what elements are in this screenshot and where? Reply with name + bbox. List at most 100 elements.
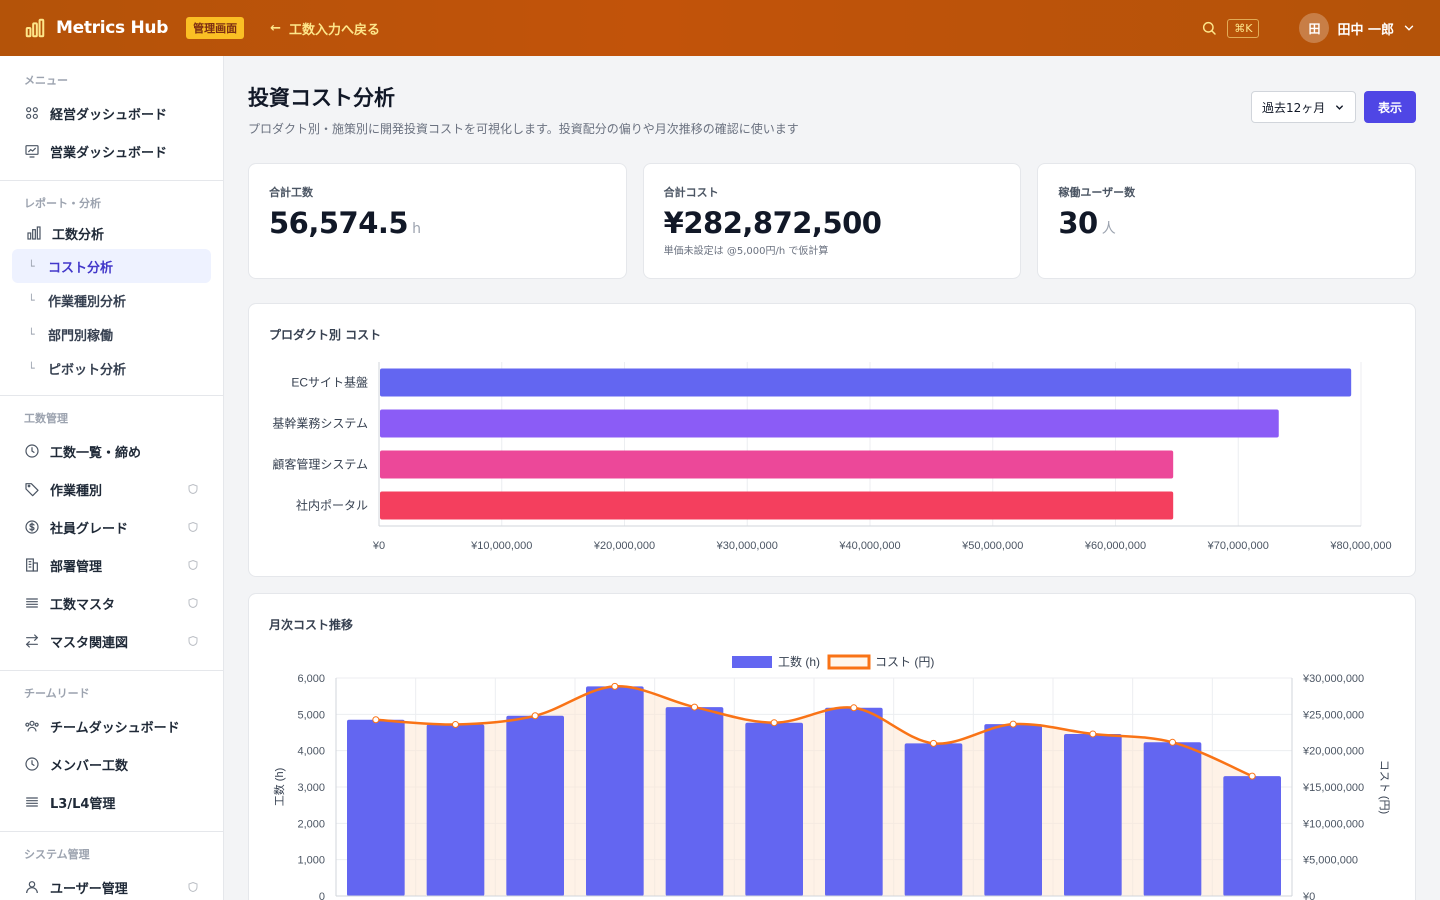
y2-tick-label: ¥5,000,000	[1302, 855, 1358, 867]
user-icon	[26, 881, 38, 894]
sidebar-subitem-label: ピボット分析	[48, 362, 127, 378]
y-tick-label: 6,000	[297, 673, 325, 685]
kpi-label: 稼働ユーザー数	[1058, 186, 1136, 199]
sidebar-subitem-cost-analysis[interactable]: └ コスト分析	[12, 249, 211, 283]
shield-icon	[188, 521, 198, 533]
sidebar-item-member-hours[interactable]: メンバー工数	[12, 745, 211, 783]
back-to-entry-link[interactable]: ← 工数入力へ戻る	[270, 19, 380, 38]
user-menu[interactable]: 田 田中 一郎	[1299, 13, 1416, 43]
y-category-label: 顧客管理システム	[272, 457, 368, 472]
top-header: Metrics Hub 管理画面 ← 工数入力へ戻る ⌘K 田 田中 一郎	[0, 0, 1440, 56]
y2-tick-label: ¥30,000,000	[1302, 673, 1364, 685]
hours-bar	[586, 686, 644, 896]
hours-bar	[1064, 733, 1122, 896]
menu-heading: メニュー	[24, 74, 68, 87]
hours-bar	[347, 719, 405, 896]
x-tick-label: ¥40,000,000	[838, 540, 900, 552]
y-category-label: ECサイト基盤	[291, 376, 368, 390]
sidebar-item-employee-grades[interactable]: 社員グレード	[12, 508, 211, 546]
hours-bar	[825, 707, 883, 896]
sidebar-item-sales-dashboard[interactable]: 営業ダッシュボード	[12, 132, 211, 170]
cost-point	[850, 704, 858, 712]
period-select-value: 過去12ヶ月	[1261, 100, 1326, 115]
product-cost-chart: ¥0 ¥10,000,000 ¥20,000,000 ¥30,000,000 ¥40,0…	[272, 362, 1392, 552]
brand-name: Metrics Hub	[56, 18, 169, 38]
shield-icon	[188, 483, 198, 495]
grid-icon	[26, 107, 38, 119]
y2-tick-label: ¥10,000,000	[1302, 818, 1364, 830]
sidebar-subitem-label: 部門別稼働	[48, 328, 114, 344]
back-link-label: 工数入力へ戻る	[289, 22, 381, 38]
legend-swatch-hours	[732, 656, 772, 668]
bar	[380, 409, 1279, 438]
sidebar-item-user-management[interactable]: ユーザー管理	[12, 868, 211, 900]
cost-point	[1089, 730, 1097, 738]
sidebar-subitem-task-type-analysis[interactable]: └ 作業種別分析	[12, 283, 211, 317]
cost-point	[691, 703, 698, 711]
sidebar-item-label: ユーザー管理	[50, 881, 128, 897]
chevron-down-icon	[1336, 104, 1343, 110]
cost-point	[1169, 738, 1176, 746]
y2-axis-title: コスト (円)	[1378, 760, 1390, 814]
sidebar: メニュー 経営ダッシュボード 営業ダッシュボード レポート・分析 工数分析 └ …	[0, 56, 224, 900]
clock-icon	[25, 757, 39, 771]
hours-bar	[1143, 742, 1202, 896]
hours-bar	[426, 724, 485, 896]
sidebar-item-label: 営業ダッシュボード	[50, 145, 168, 161]
arrow-left-icon: ←	[270, 20, 282, 36]
legend-swatch-cost	[827, 654, 871, 670]
shield-icon	[188, 559, 198, 571]
hours-bar	[984, 724, 1042, 896]
manage-heading: 工数管理	[24, 412, 68, 425]
sidebar-subitem-pivot-analysis[interactable]: └ ピボット分析	[12, 351, 211, 385]
sidebar-item-hours-master[interactable]: 工数マスタ	[12, 584, 211, 622]
sidebar-item-l3l4-management[interactable]: L3/L4管理	[12, 783, 211, 821]
kpi-value: 56,574.5	[269, 206, 409, 240]
cost-point	[372, 716, 380, 724]
monthly-cost-card: 月次コスト推移 工数 (h) コスト (円) 0 ¥0 1,000 ¥5,000,000 2…	[248, 593, 1416, 900]
sidebar-item-label: メンバー工数	[50, 758, 129, 774]
tree-branch-icon: └	[28, 259, 35, 273]
x-tick-label: ¥70,000,000	[1207, 540, 1269, 552]
dollar-icon	[25, 520, 39, 534]
show-button[interactable]: 表示	[1363, 91, 1416, 123]
kpi-value: 30	[1058, 206, 1098, 240]
sidebar-item-master-diagram[interactable]: マスタ関連図	[12, 622, 211, 660]
product-cost-card: プロダクト別 コスト ¥0 ¥10,000,000 ¥20,000,000 ¥30,0…	[248, 303, 1416, 577]
sidebar-item-label: 部署管理	[50, 559, 103, 575]
bar	[380, 491, 1174, 520]
brand[interactable]: Metrics Hub	[24, 17, 168, 39]
hours-bar	[506, 715, 564, 896]
tree-branch-icon: └	[28, 361, 35, 375]
sidebar-item-label: 工数分析	[52, 227, 105, 243]
shield-icon	[188, 597, 198, 609]
y2-tick-label: ¥20,000,000	[1302, 746, 1364, 758]
y-tick-label: 1,000	[297, 855, 325, 867]
search-shortcut[interactable]: ⌘K	[1227, 18, 1260, 38]
cost-point	[531, 712, 539, 720]
sidebar-item-exec-dashboard[interactable]: 経営ダッシュボード	[12, 94, 211, 132]
cost-point	[930, 739, 937, 747]
users-icon	[25, 720, 39, 732]
sidebar-item-hours-list[interactable]: 工数一覧・締め	[12, 432, 211, 470]
y-tick-label: 5,000	[297, 709, 325, 721]
sidebar-item-hours-analysis[interactable]: 工数分析	[12, 217, 211, 249]
y-category-label: 基幹業務システム	[272, 416, 368, 431]
sidebar-item-departments[interactable]: 部署管理	[12, 546, 211, 584]
page-title: 投資コスト分析	[248, 86, 395, 110]
kpi-note: 単価未設定は @5,000円/h で仮計算	[663, 246, 829, 257]
clock-icon	[25, 444, 39, 458]
hours-bar	[665, 707, 724, 896]
sidebar-item-label: L3/L4管理	[50, 796, 116, 812]
period-select[interactable]: 過去12ヶ月	[1250, 91, 1356, 123]
sidebar-item-label: 工数一覧・締め	[50, 445, 142, 461]
cost-point	[452, 721, 459, 729]
reports-heading: レポート・分析	[24, 197, 101, 210]
search-icon[interactable]	[1201, 20, 1217, 36]
sidebar-subitem-department-utilization[interactable]: └ 部門別稼働	[12, 317, 211, 351]
x-tick-label: ¥0	[372, 540, 385, 552]
cost-point	[611, 682, 619, 690]
sidebar-item-task-types[interactable]: 作業種別	[12, 470, 211, 508]
sidebar-item-team-dashboard[interactable]: チームダッシュボード	[12, 707, 211, 745]
presentation-chart-icon	[25, 145, 39, 158]
